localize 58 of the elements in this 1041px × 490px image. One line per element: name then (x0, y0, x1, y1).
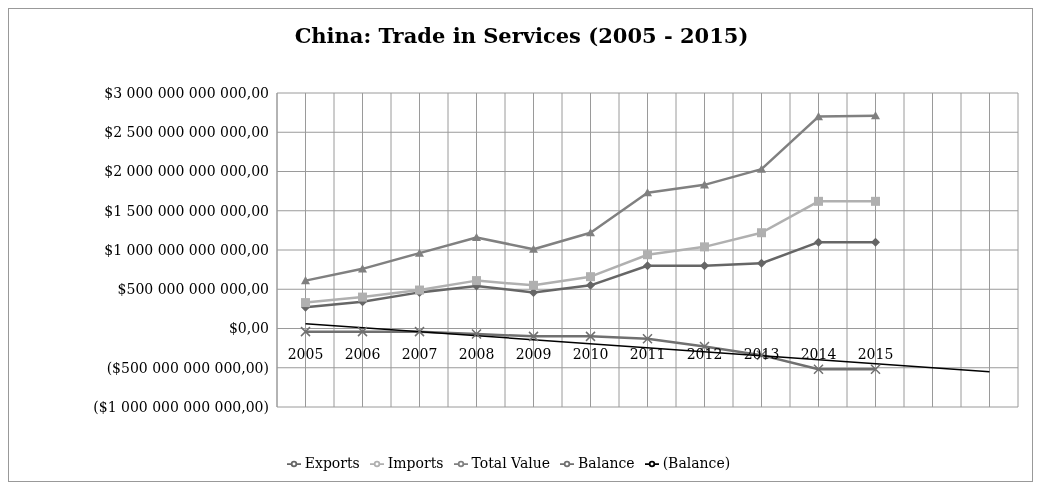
point (643, 188, 652, 197)
point (813, 364, 824, 375)
point (585, 331, 596, 342)
y-tick-label: ($500 000 000 000,00) (106, 359, 269, 376)
x-tick-label: 2010 (572, 346, 609, 363)
point (529, 244, 538, 253)
x-tick-label: 2005 (287, 346, 324, 363)
point (300, 326, 311, 337)
point (586, 272, 595, 282)
point (700, 242, 709, 252)
point (301, 276, 310, 285)
point (871, 196, 880, 206)
point (757, 228, 766, 238)
point (471, 328, 482, 340)
y-tick-label: $500 000 000 000,00 (117, 281, 269, 298)
point (358, 292, 367, 302)
x-tick-label: 2011 (629, 346, 666, 363)
point (301, 298, 310, 308)
x-tick-label: 2009 (515, 346, 552, 363)
legend-label: Imports (387, 455, 444, 471)
y-tick-label: $2 000 000 000 000,00 (104, 163, 269, 180)
legend-label: Balance (578, 455, 635, 471)
legend-label: Total Value (471, 455, 551, 471)
point (700, 261, 709, 271)
x-tick-label: 2006 (344, 346, 381, 363)
point (357, 326, 368, 337)
point (414, 326, 425, 337)
point (415, 248, 424, 257)
point (814, 237, 823, 247)
y-tick-label: $0,00 (228, 320, 269, 337)
y-tick-label: $1 000 000 000 000,00 (104, 241, 269, 258)
point (586, 280, 595, 290)
y-tick-label: ($1 000 000 000 000,00) (93, 398, 269, 415)
x-tick-label: 2014 (800, 346, 837, 363)
y-tick-label: $3 000 000 000 000,00 (104, 84, 269, 101)
x-tick-label: 2008 (458, 346, 495, 363)
point (643, 261, 652, 271)
y-tick-label: $2 500 000 000 000,00 (104, 124, 269, 141)
point (643, 250, 652, 260)
point (870, 364, 881, 375)
point (814, 112, 823, 121)
point (528, 331, 539, 342)
point (472, 232, 481, 242)
point (757, 258, 766, 268)
point (586, 228, 595, 237)
point (814, 196, 823, 206)
legend-label: Exports (304, 455, 360, 471)
point (642, 333, 653, 344)
legend-label: (Balance) (662, 455, 731, 471)
point (871, 237, 880, 247)
x-tick-label: 2015 (857, 346, 894, 363)
y-tick-label: $1 500 000 000 000,00 (104, 202, 269, 219)
x-tick-label: 2007 (401, 346, 438, 363)
point (529, 280, 538, 290)
point (472, 276, 481, 286)
point (757, 164, 766, 173)
point (871, 111, 880, 120)
chart-title: China: Trade in Services (2005 - 2015) (293, 23, 750, 48)
